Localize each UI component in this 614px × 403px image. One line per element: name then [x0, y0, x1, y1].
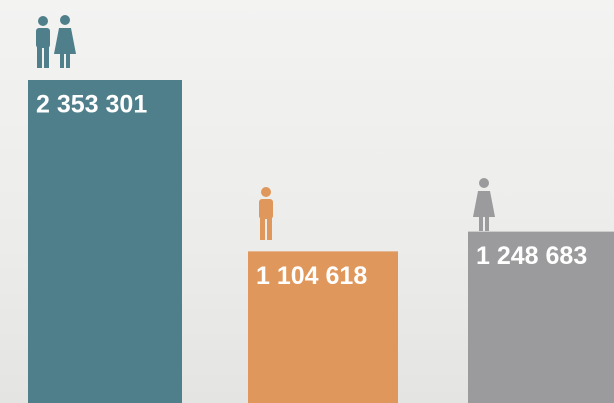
woman-icon	[473, 178, 495, 231]
value-label: 2 353 301	[36, 91, 147, 119]
value-label: 1 248 683	[476, 242, 587, 270]
couple-icon	[36, 15, 76, 68]
bar	[248, 251, 398, 403]
man-icon	[259, 187, 273, 240]
bar	[468, 231, 614, 403]
bar	[28, 80, 182, 403]
value-label: 1 104 618	[256, 262, 367, 290]
